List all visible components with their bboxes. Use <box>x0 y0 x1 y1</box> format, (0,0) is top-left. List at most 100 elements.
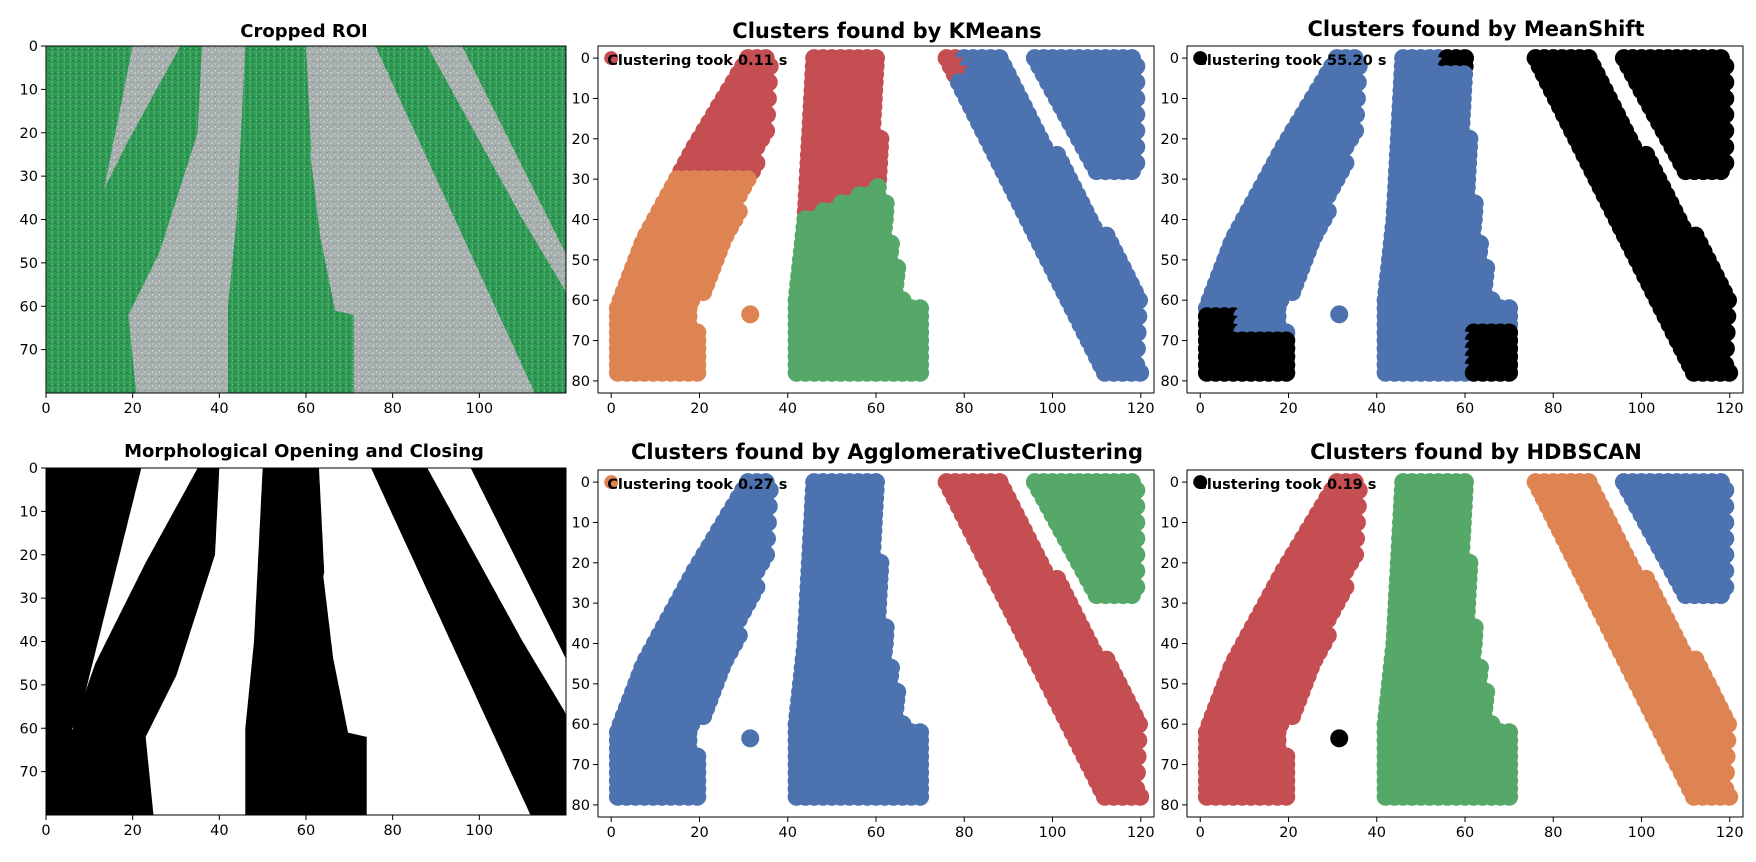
y-tick-label: 60 <box>20 721 38 737</box>
x-tick-label: 40 <box>210 823 228 839</box>
panel-agglomerative: Clusters found by AgglomerativeClusterin… <box>572 440 1155 841</box>
x-tick-label: 20 <box>1279 401 1297 417</box>
y-tick-label: 50 <box>572 253 590 269</box>
cluster-point <box>911 363 930 382</box>
x-tick-label: 120 <box>1127 401 1155 417</box>
plot-area: Clustering took 0.19 s0 20 40 60 80 100 120010… <box>1161 469 1744 841</box>
y-tick-label: 20 <box>20 548 38 564</box>
y-tick-label: 60 <box>572 717 590 733</box>
y-tick-label: 80 <box>572 374 590 390</box>
x-tick-label: 0 <box>41 401 50 417</box>
panel-title: Clusters found by KMeans <box>732 19 1041 43</box>
y-tick-label: 0 <box>581 51 590 67</box>
x-tick-label: 100 <box>1039 825 1067 841</box>
image-content <box>46 468 566 815</box>
y-tick-label: 60 <box>1161 293 1179 309</box>
x-tick-label: 20 <box>690 401 708 417</box>
y-tick-label: 70 <box>20 765 38 781</box>
y-tick-label: 50 <box>20 256 38 272</box>
x-tick-label: 100 <box>465 823 493 839</box>
panel-title: Clusters found by HDBSCAN <box>1310 440 1642 464</box>
y-tick-label: 10 <box>20 504 38 520</box>
cluster-point <box>1122 586 1141 605</box>
x-tick-label: 120 <box>1127 825 1155 841</box>
cluster-point <box>911 787 930 806</box>
y-tick-label: 30 <box>20 591 38 607</box>
y-tick-label: 70 <box>1161 334 1179 350</box>
cluster-point <box>741 729 760 748</box>
cluster-point <box>1330 305 1349 324</box>
x-tick-label: 100 <box>1039 401 1067 417</box>
cluster-point <box>1131 363 1150 382</box>
x-tick-label: 80 <box>955 825 973 841</box>
x-tick-label: 0 <box>607 401 616 417</box>
crop-row-texture <box>228 46 354 393</box>
x-tick-label: 60 <box>867 825 885 841</box>
panel-morphological: Morphological Opening and Closing 0 20 40 6… <box>20 441 567 839</box>
x-tick-label: 100 <box>1628 401 1656 417</box>
y-tick-label: 10 <box>572 515 590 531</box>
y-tick-label: 50 <box>20 678 38 694</box>
timing-annotation: Clustering took 0.11 s <box>607 53 787 69</box>
x-tick-label: 60 <box>297 823 315 839</box>
y-tick-label: 20 <box>572 556 590 572</box>
y-tick-label: 30 <box>20 169 38 185</box>
y-tick-label: 60 <box>572 293 590 309</box>
cluster-point <box>1277 363 1296 382</box>
x-tick-label: 120 <box>1716 401 1744 417</box>
y-tick-label: 80 <box>572 798 590 814</box>
mask-hole <box>180 736 189 746</box>
cluster-point <box>1500 787 1519 806</box>
panel-meanshift: Clusters found by MeanShift Clustering t… <box>1161 17 1744 417</box>
y-tick-label: 30 <box>1161 172 1179 188</box>
y-tick-label: 0 <box>581 475 590 491</box>
y-tick-label: 40 <box>1161 213 1179 229</box>
x-tick-label: 0 <box>41 823 50 839</box>
x-tick-label: 100 <box>465 401 493 417</box>
crop-row-texture <box>462 46 566 255</box>
y-tick-label: 40 <box>20 213 38 229</box>
y-tick-label: 10 <box>572 91 590 107</box>
crop-row-texture <box>52 46 202 393</box>
cluster-point <box>1277 787 1296 806</box>
cluster-point <box>1500 363 1519 382</box>
plot-area: Clustering took 0.11 s 0 20 40 60 80 100 120 0 10… <box>572 45 1155 417</box>
x-tick-label: 40 <box>779 825 797 841</box>
x-tick-label: 40 <box>779 401 797 417</box>
x-tick-label: 80 <box>383 823 401 839</box>
x-tick-label: 40 <box>210 401 228 417</box>
y-tick-label: 0 <box>1170 51 1179 67</box>
y-tick-label: 20 <box>572 132 590 148</box>
cluster-point <box>1720 787 1739 806</box>
y-tick-label: 70 <box>572 758 590 774</box>
crop-row-texture <box>375 46 566 393</box>
x-tick-label: 60 <box>867 401 885 417</box>
x-tick-label: 80 <box>955 401 973 417</box>
y-tick-label: 70 <box>572 334 590 350</box>
x-tick-label: 20 <box>123 401 141 417</box>
timing-annotation: Clustering took 55.20 s <box>1196 53 1386 69</box>
plot-area: Clustering took 0.27 s 0 20 40 60 80 100 120 0 10… <box>572 469 1155 841</box>
y-tick-label: 30 <box>572 596 590 612</box>
y-tick-label: 0 <box>29 39 38 55</box>
cluster-point <box>688 363 707 382</box>
y-tick-label: 40 <box>20 635 38 651</box>
panel-title: Clusters found by AgglomerativeClusterin… <box>631 440 1143 464</box>
y-tick-label: 40 <box>572 637 590 653</box>
y-tick-label: 20 <box>20 126 38 142</box>
x-tick-label: 0 <box>607 825 616 841</box>
cluster-point <box>1122 162 1141 181</box>
timing-annotation: Clustering took 0.27 s <box>607 477 787 493</box>
y-tick-label: 60 <box>20 299 38 315</box>
x-tick-label: 80 <box>383 401 401 417</box>
image-content <box>46 46 566 393</box>
y-tick-label: 10 <box>20 82 38 98</box>
cluster-point <box>604 51 619 66</box>
x-tick-label: 40 <box>1368 401 1386 417</box>
x-tick-label: 80 <box>1544 401 1562 417</box>
x-tick-label: 60 <box>297 401 315 417</box>
y-tick-label: 30 <box>572 172 590 188</box>
panel-title: Clusters found by MeanShift <box>1307 17 1644 41</box>
